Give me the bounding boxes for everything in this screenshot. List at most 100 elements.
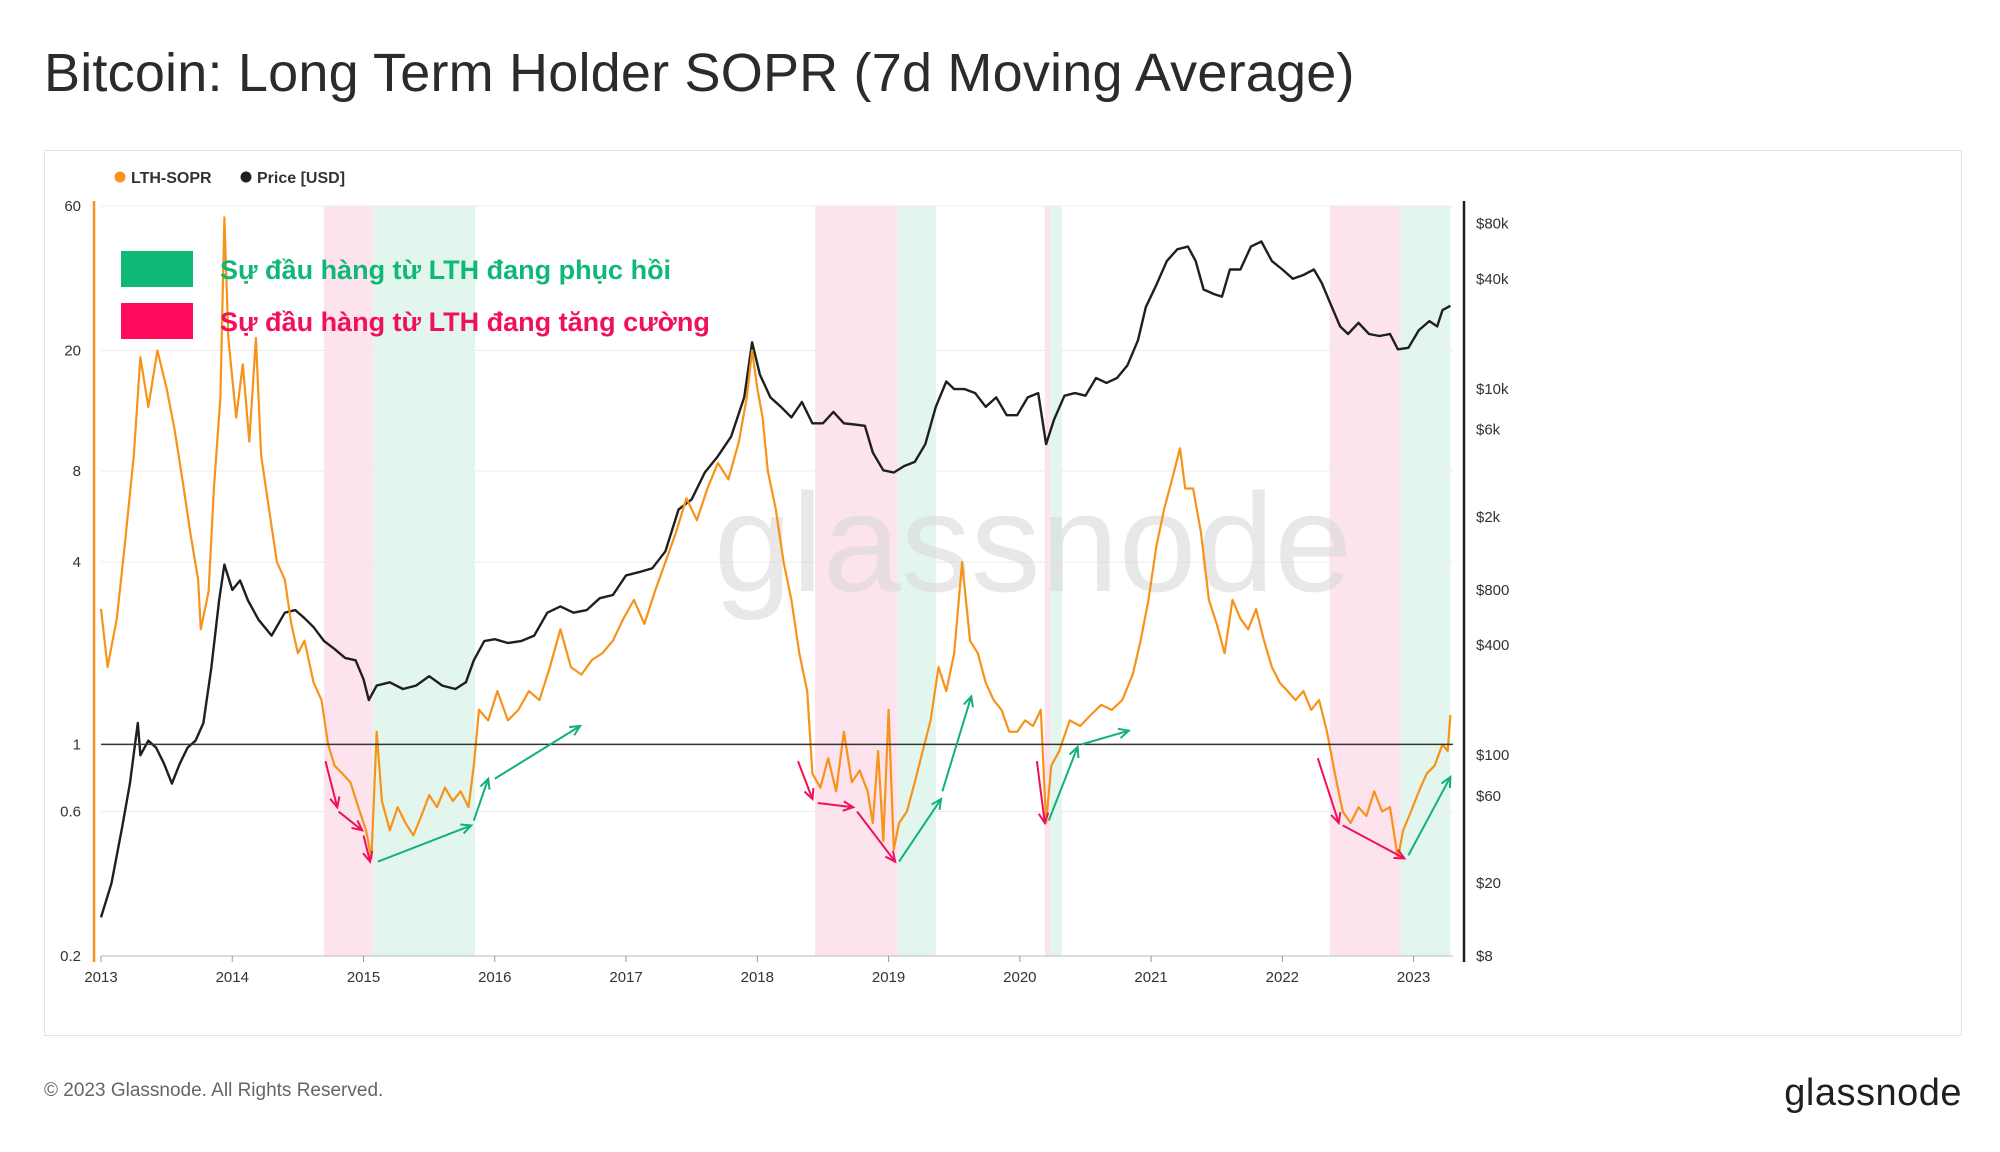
- arrow-head: [1117, 727, 1131, 739]
- arrow-head: [351, 820, 365, 832]
- lth-sopr-series: [99, 216, 1452, 860]
- chart-svg: glassnode 0.2 0.6 1 4 8 20 60 $8 $20 $60 $100 $400 $…: [60, 170, 1509, 986]
- page-title: Bitcoin: Long Term Holder SOPR (7d Movin…: [44, 43, 1355, 103]
- y-left-tick-label: 0.2: [60, 948, 81, 965]
- legend: LTH-SOPR Price [USD]: [114, 170, 345, 187]
- green-band: [897, 206, 936, 956]
- arrow-shaft: [494, 725, 581, 780]
- green-band: [1050, 206, 1062, 956]
- y-right-tick-label: $2k: [1476, 509, 1501, 526]
- legend-marker: [240, 171, 252, 183]
- y-right-tick-label: $80k: [1476, 216, 1509, 233]
- y-right-tick-label: $20: [1476, 875, 1501, 892]
- arrow-shaft: [898, 798, 942, 863]
- green-arrow: [898, 797, 943, 863]
- y-left-tick-label: 8: [73, 463, 81, 480]
- arrow-shaft: [324, 760, 339, 808]
- arrow-shaft: [856, 810, 896, 863]
- green-arrow: [941, 694, 974, 792]
- arrow-head: [1393, 848, 1407, 860]
- annotation-label: Sự đầu hàng từ LTH đang phục hồi: [220, 255, 671, 285]
- arrow-shaft: [941, 696, 973, 792]
- arrow-head: [803, 787, 815, 802]
- arrow-head: [460, 823, 474, 835]
- annotation-swatch: [121, 303, 193, 339]
- arrow-head: [931, 797, 943, 811]
- arrow-head: [963, 694, 974, 708]
- arrow-head: [884, 850, 897, 864]
- arrow-shaft: [1081, 729, 1130, 746]
- y-right-tick-label: $10k: [1476, 381, 1509, 398]
- y-right-tick-label: $60: [1476, 788, 1501, 805]
- arrow-shaft: [362, 835, 372, 862]
- y-left-tick-label: 20: [64, 342, 81, 359]
- arrow-head: [1037, 812, 1050, 826]
- y-right-tick-label: $6k: [1476, 422, 1501, 439]
- arrow-head: [569, 724, 583, 736]
- pink-arrow: [1035, 761, 1050, 826]
- legend-label: LTH-SOPR: [131, 170, 212, 187]
- x-tick-label: 2023: [1397, 969, 1430, 986]
- green-arrow: [472, 776, 491, 821]
- pink-band: [1044, 206, 1051, 956]
- arrow-shaft: [1047, 746, 1079, 821]
- watermark: glassnode: [714, 464, 1352, 621]
- green-arrow: [494, 724, 583, 780]
- pink-arrow: [324, 760, 341, 810]
- y-left-tick-label: 4: [73, 554, 81, 571]
- arrow-head: [1440, 775, 1452, 789]
- legend-marker: [114, 171, 126, 183]
- x-tick-label: 2013: [84, 969, 117, 986]
- x-tick-label: 2017: [609, 969, 642, 986]
- pink-arrow: [1342, 824, 1407, 860]
- axes: 0.2 0.6 1 4 8 20 60 $8 $20 $60 $100 $400 $800 $2k $6k $…: [60, 198, 1509, 986]
- annotation-swatch: [121, 251, 193, 287]
- arrow-head: [842, 800, 856, 812]
- x-tick-label: 2018: [741, 969, 774, 986]
- x-tick-label: 2019: [872, 969, 905, 986]
- trend-arrows: [324, 694, 1452, 864]
- green-arrow: [377, 823, 474, 863]
- arrow-head: [362, 850, 374, 864]
- pink-arrow: [797, 760, 815, 802]
- pink-arrow: [337, 810, 365, 832]
- pink-arrow: [817, 800, 856, 812]
- annotation-legend: Sự đầu hàng từ LTH đang phục hồi Sự đầu h…: [121, 251, 710, 339]
- pink-arrow: [1316, 757, 1342, 826]
- legend-label: Price [USD]: [257, 170, 345, 187]
- y-right-tick-label: $800: [1476, 582, 1509, 599]
- green-arrow: [1081, 727, 1131, 746]
- x-tick-label: 2022: [1266, 969, 1299, 986]
- x-tick-label: 2020: [1003, 969, 1036, 986]
- y-right-tick-label: $400: [1476, 637, 1509, 654]
- arrow-shaft: [797, 760, 814, 800]
- x-tick-label: 2016: [478, 969, 511, 986]
- brand-logo: glassnode: [1784, 1072, 1962, 1114]
- x-tick-label: 2015: [347, 969, 380, 986]
- pink-arrow: [362, 835, 374, 864]
- arrow-head: [329, 796, 341, 810]
- green-arrow: [1047, 744, 1080, 821]
- copyright: © 2023 Glassnode. All Rights Reserved.: [44, 1080, 384, 1101]
- green-arrow: [1407, 775, 1452, 856]
- price-line: [99, 240, 1451, 918]
- pink-band: [324, 206, 373, 956]
- lth-sopr-line: [99, 216, 1452, 860]
- x-tick-label: 2014: [216, 969, 249, 986]
- y-left-tick-label: 1: [73, 736, 81, 753]
- annotation-label: Sự đầu hàng từ LTH đang tăng cường: [220, 307, 710, 337]
- y-left-tick-label: 60: [64, 198, 81, 215]
- y-right-tick-label: $100: [1476, 747, 1509, 764]
- y-right-tick-label: $40k: [1476, 271, 1509, 288]
- arrow-shaft: [1035, 761, 1046, 824]
- y-right-tick-label: $8: [1476, 948, 1493, 965]
- arrow-shaft: [1407, 776, 1452, 856]
- green-band: [1400, 206, 1451, 956]
- arrow-shaft: [337, 810, 363, 832]
- arrow-shaft: [1316, 757, 1340, 824]
- arrow-head: [1068, 744, 1080, 759]
- arrow-head: [1330, 811, 1342, 826]
- pink-arrow: [856, 810, 897, 864]
- arrow-shaft: [817, 802, 854, 809]
- chart-panel: glassnode 0.2 0.6 1 4 8 20 60 $8 $20 $60 $100 $400 $…: [44, 150, 1962, 1036]
